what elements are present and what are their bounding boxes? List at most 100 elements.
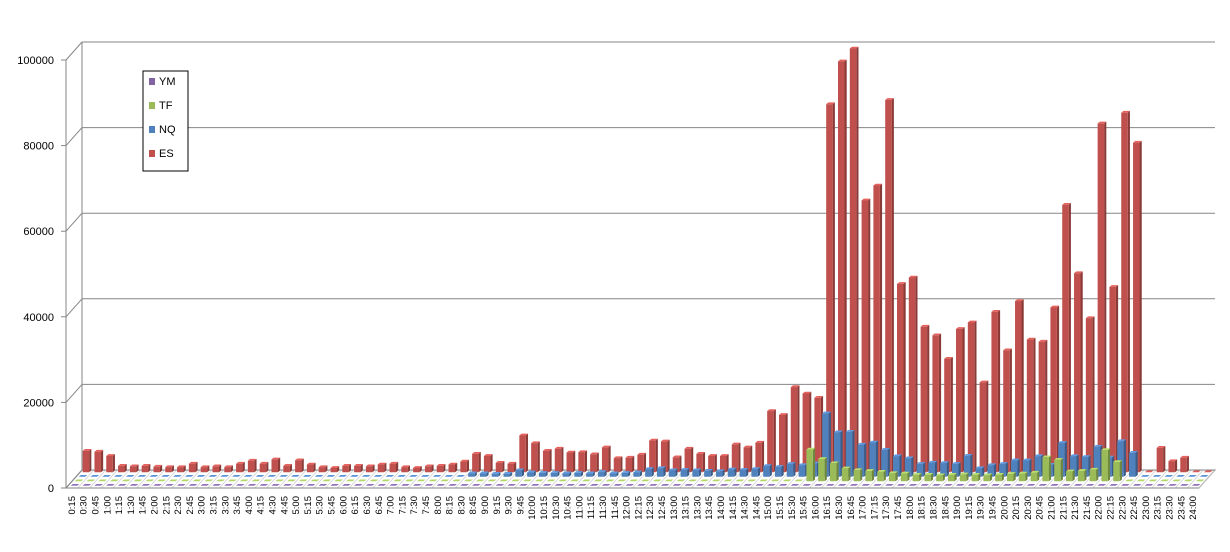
- bar-es: [483, 455, 491, 473]
- bar-side-nq: [875, 440, 879, 477]
- bar-top-es: [377, 462, 387, 465]
- legend: YM TF NQ ES: [142, 70, 189, 172]
- bar-top-nq: [538, 471, 548, 473]
- bar-base-ym: [1132, 483, 1142, 486]
- bar-nq: [1034, 456, 1042, 477]
- bar-base-tf: [546, 479, 556, 482]
- bar-side-nq: [557, 471, 560, 477]
- bar-nq: [1011, 460, 1018, 477]
- bar-side-es: [384, 462, 387, 473]
- bar-base-ym: [719, 483, 729, 486]
- bar-nq: [1117, 441, 1124, 477]
- bar-base-ym: [896, 483, 906, 486]
- bar-base-tf: [157, 479, 166, 482]
- bar-tf: [888, 473, 896, 482]
- bar-top-nq: [857, 442, 867, 445]
- bar-top-tf: [1018, 471, 1028, 474]
- bar-top-es: [873, 183, 883, 186]
- bar-side-es: [903, 282, 906, 473]
- bar-side-es: [1021, 299, 1024, 473]
- bar-top-tf: [1089, 467, 1099, 470]
- bar-base-ym: [1014, 483, 1024, 486]
- bar-base-tf: [652, 479, 662, 482]
- bar-nq: [479, 473, 487, 477]
- bar-base-ym: [283, 483, 292, 486]
- bar-top-es: [1015, 299, 1024, 302]
- x-tick-label: 20:30: [1023, 496, 1034, 520]
- bar-base-es: [1203, 470, 1213, 473]
- bar-base-nq: [1188, 474, 1197, 477]
- bar-side-nq: [864, 442, 867, 477]
- bar-top-es: [649, 438, 658, 441]
- bar-side-es: [171, 465, 174, 473]
- bar-base-ym: [589, 483, 599, 486]
- bar-base-ym: [554, 483, 564, 486]
- bar-top-nq: [952, 462, 961, 464]
- bar-top-nq: [609, 471, 619, 474]
- bar-base-ym: [778, 483, 788, 486]
- bar-base-ym: [908, 483, 918, 486]
- bar-side-es: [478, 452, 481, 473]
- bar-side-es: [596, 452, 599, 473]
- bar-base-ym: [731, 483, 741, 486]
- bar-top-nq: [774, 465, 784, 467]
- bar-top-es: [94, 449, 104, 452]
- bar-base-ym: [70, 483, 80, 486]
- bar-base-tf: [416, 479, 426, 482]
- bar-base-tf: [381, 479, 391, 482]
- bar-es: [1109, 286, 1116, 473]
- bar-side-es: [502, 461, 505, 473]
- bar-base-tf: [180, 479, 190, 482]
- bar-nq: [786, 463, 794, 477]
- x-tick-label: 5:30: [315, 496, 326, 515]
- bar-base-ym: [944, 483, 953, 486]
- x-tick-label: 9:30: [504, 496, 515, 515]
- x-tick-label: 16:30: [834, 496, 845, 520]
- bar-es: [401, 467, 408, 473]
- bar-base-tf: [688, 479, 698, 482]
- bar-side-tf: [812, 447, 816, 482]
- x-tick-label: 3:45: [232, 496, 243, 515]
- x-tick-label: 9:00: [480, 496, 491, 515]
- bar-base-ym: [932, 483, 941, 486]
- bar-side-es: [1009, 348, 1012, 473]
- bar-side-es: [1115, 285, 1119, 473]
- bar-base-tf: [298, 479, 308, 482]
- bar-base-ym: [271, 483, 280, 486]
- bar-top-nq: [715, 469, 725, 472]
- floor-divider: [101, 469, 118, 489]
- bar-base-tf: [570, 479, 580, 482]
- floor-divider: [490, 469, 508, 489]
- bar-top-es: [424, 464, 434, 467]
- floor-divider: [1186, 469, 1204, 489]
- bar-es: [259, 463, 267, 473]
- bar-base-ym: [448, 483, 458, 486]
- bar-top-nq: [798, 463, 808, 466]
- bar-nq: [987, 465, 994, 477]
- bar-top-nq: [479, 471, 489, 474]
- bar-side-nq: [604, 470, 607, 477]
- bar-nq: [904, 458, 912, 477]
- bar-base-tf: [74, 479, 84, 482]
- legend-swatch-tf: [149, 102, 155, 109]
- x-tick-label: 3:00: [197, 496, 208, 515]
- bar-side-es: [1033, 337, 1036, 473]
- bar-es: [106, 455, 113, 473]
- bar-side-nq: [1064, 441, 1067, 477]
- x-tick-label: 18:15: [917, 496, 928, 520]
- y-tick-label: 40000: [23, 312, 54, 324]
- bar-top-es: [106, 454, 115, 456]
- bar-side-es: [525, 433, 529, 473]
- bar-base-ym: [353, 483, 363, 486]
- floor-divider: [384, 469, 401, 489]
- bar-top-nq: [597, 470, 607, 473]
- bar-es: [814, 397, 821, 473]
- bar-nq: [869, 442, 876, 477]
- bar-side-tf: [895, 471, 898, 482]
- x-tick-label: 5:15: [303, 496, 314, 515]
- bar-base-tf: [192, 479, 202, 482]
- bar-base-nq: [78, 474, 88, 477]
- bar-es: [118, 465, 125, 473]
- x-tick-label: 23:30: [1164, 496, 1175, 520]
- bar-tf: [995, 474, 1002, 482]
